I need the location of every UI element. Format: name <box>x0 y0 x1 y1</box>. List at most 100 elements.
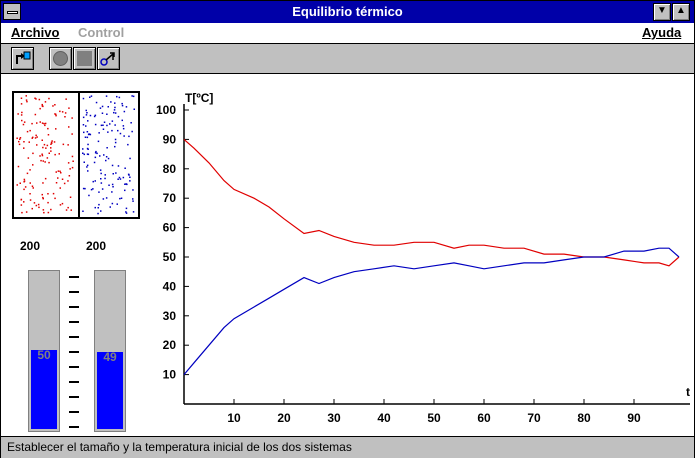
particle-cold <box>98 191 100 193</box>
particle-cold <box>105 197 108 199</box>
particle-cold <box>131 95 133 97</box>
scale-tick <box>69 411 79 413</box>
menu-bar: Archivo Control Ayuda <box>1 23 694 44</box>
particle-cold <box>122 127 125 130</box>
particle-cold <box>120 197 123 199</box>
maximize-button[interactable]: ▲ <box>672 3 690 21</box>
x-tick-label: 30 <box>327 411 341 425</box>
particle-cold <box>114 106 116 109</box>
particle-cold <box>117 178 119 180</box>
left-thermometer[interactable]: 50 <box>28 270 60 432</box>
particle-cold <box>105 156 108 158</box>
particle-cold <box>111 120 114 122</box>
partition-wall <box>78 93 80 217</box>
right-thermometer[interactable]: 49 <box>94 270 126 432</box>
particle-cold <box>123 110 126 113</box>
particle-cold <box>124 189 126 192</box>
particle-hot <box>46 144 49 147</box>
particle-hot <box>16 184 18 186</box>
new-simulation-button[interactable] <box>11 47 34 70</box>
particle-hot <box>42 209 45 211</box>
particle-cold <box>89 133 92 136</box>
particle-hot <box>46 157 49 159</box>
step-button[interactable] <box>97 47 120 70</box>
x-tick-label: 90 <box>627 411 641 425</box>
particle-cold <box>93 161 96 164</box>
menu-archivo[interactable]: Archivo <box>11 25 60 40</box>
system-menu-button[interactable] <box>3 3 21 20</box>
stop-button[interactable] <box>49 47 72 70</box>
particle-hot <box>19 138 21 140</box>
menu-ayuda[interactable]: Ayuda <box>642 25 682 40</box>
menu-control[interactable]: Control <box>78 25 125 40</box>
particle-cold <box>86 153 89 155</box>
x-axis-label: t <box>686 385 690 399</box>
particle-hot <box>41 105 44 107</box>
particle-hot <box>24 186 27 188</box>
particle-hot <box>20 97 23 99</box>
particle-hot <box>69 196 72 198</box>
particle-hot <box>39 121 41 123</box>
particle-hot <box>45 147 47 149</box>
pause-button[interactable] <box>73 47 96 70</box>
particle-cold <box>90 95 93 97</box>
particle-cold <box>94 152 97 154</box>
particle-cold <box>113 109 116 111</box>
particle-hot <box>42 196 44 199</box>
particle-cold <box>88 133 91 135</box>
particle-hot <box>20 114 23 116</box>
particle-cold <box>86 164 89 167</box>
minimize-button[interactable]: ▼ <box>653 3 671 21</box>
particle-cold <box>117 115 120 118</box>
particle-cold <box>121 102 123 105</box>
particle-cold <box>109 206 111 208</box>
particle-hot <box>44 161 46 163</box>
thermometer-scale <box>69 270 79 432</box>
particle-hot <box>63 182 66 185</box>
particle-hot <box>31 122 33 125</box>
x-tick-label: 70 <box>527 411 541 425</box>
particle-hot <box>23 147 25 149</box>
particle-cold <box>100 210 102 212</box>
particle-hot <box>38 98 41 101</box>
particle-cold <box>83 153 85 156</box>
scale-tick <box>69 396 79 398</box>
particle-hot <box>41 139 43 141</box>
particle-cold <box>119 132 122 135</box>
particle-hot <box>32 136 34 139</box>
particle-hot <box>26 172 29 175</box>
y-tick-label: 50 <box>163 250 177 264</box>
particle-hot <box>28 141 30 143</box>
particle-cold <box>94 114 97 117</box>
particle-hot <box>52 105 54 107</box>
particle-hot <box>23 201 25 203</box>
particle-hot <box>55 114 57 117</box>
particle-cold <box>87 120 89 122</box>
scale-tick <box>69 291 79 293</box>
particle-cold <box>108 184 110 186</box>
particle-hot <box>67 144 69 146</box>
particle-hot <box>37 203 40 206</box>
particle-hot <box>23 188 25 191</box>
particle-hot <box>62 143 65 146</box>
particle-hot <box>34 97 36 99</box>
particle-hot <box>41 154 44 157</box>
particle-cold <box>117 165 120 167</box>
particle-cold <box>84 187 86 190</box>
particle-cold <box>112 173 114 175</box>
particle-hot <box>54 113 56 115</box>
particle-hot <box>25 99 28 101</box>
scale-tick <box>69 276 79 278</box>
particle-hot <box>47 201 49 204</box>
particle-hot <box>51 140 53 142</box>
particle-cold <box>87 133 90 136</box>
particle-hot <box>59 204 62 206</box>
particle-cold <box>114 102 116 104</box>
particle-hot <box>29 129 31 132</box>
particle-hot <box>67 162 70 164</box>
particle-hot <box>65 98 67 100</box>
particle-box[interactable] <box>12 91 140 219</box>
particle-cold <box>87 170 89 172</box>
particle-cold <box>98 132 100 134</box>
particle-hot <box>31 137 33 139</box>
